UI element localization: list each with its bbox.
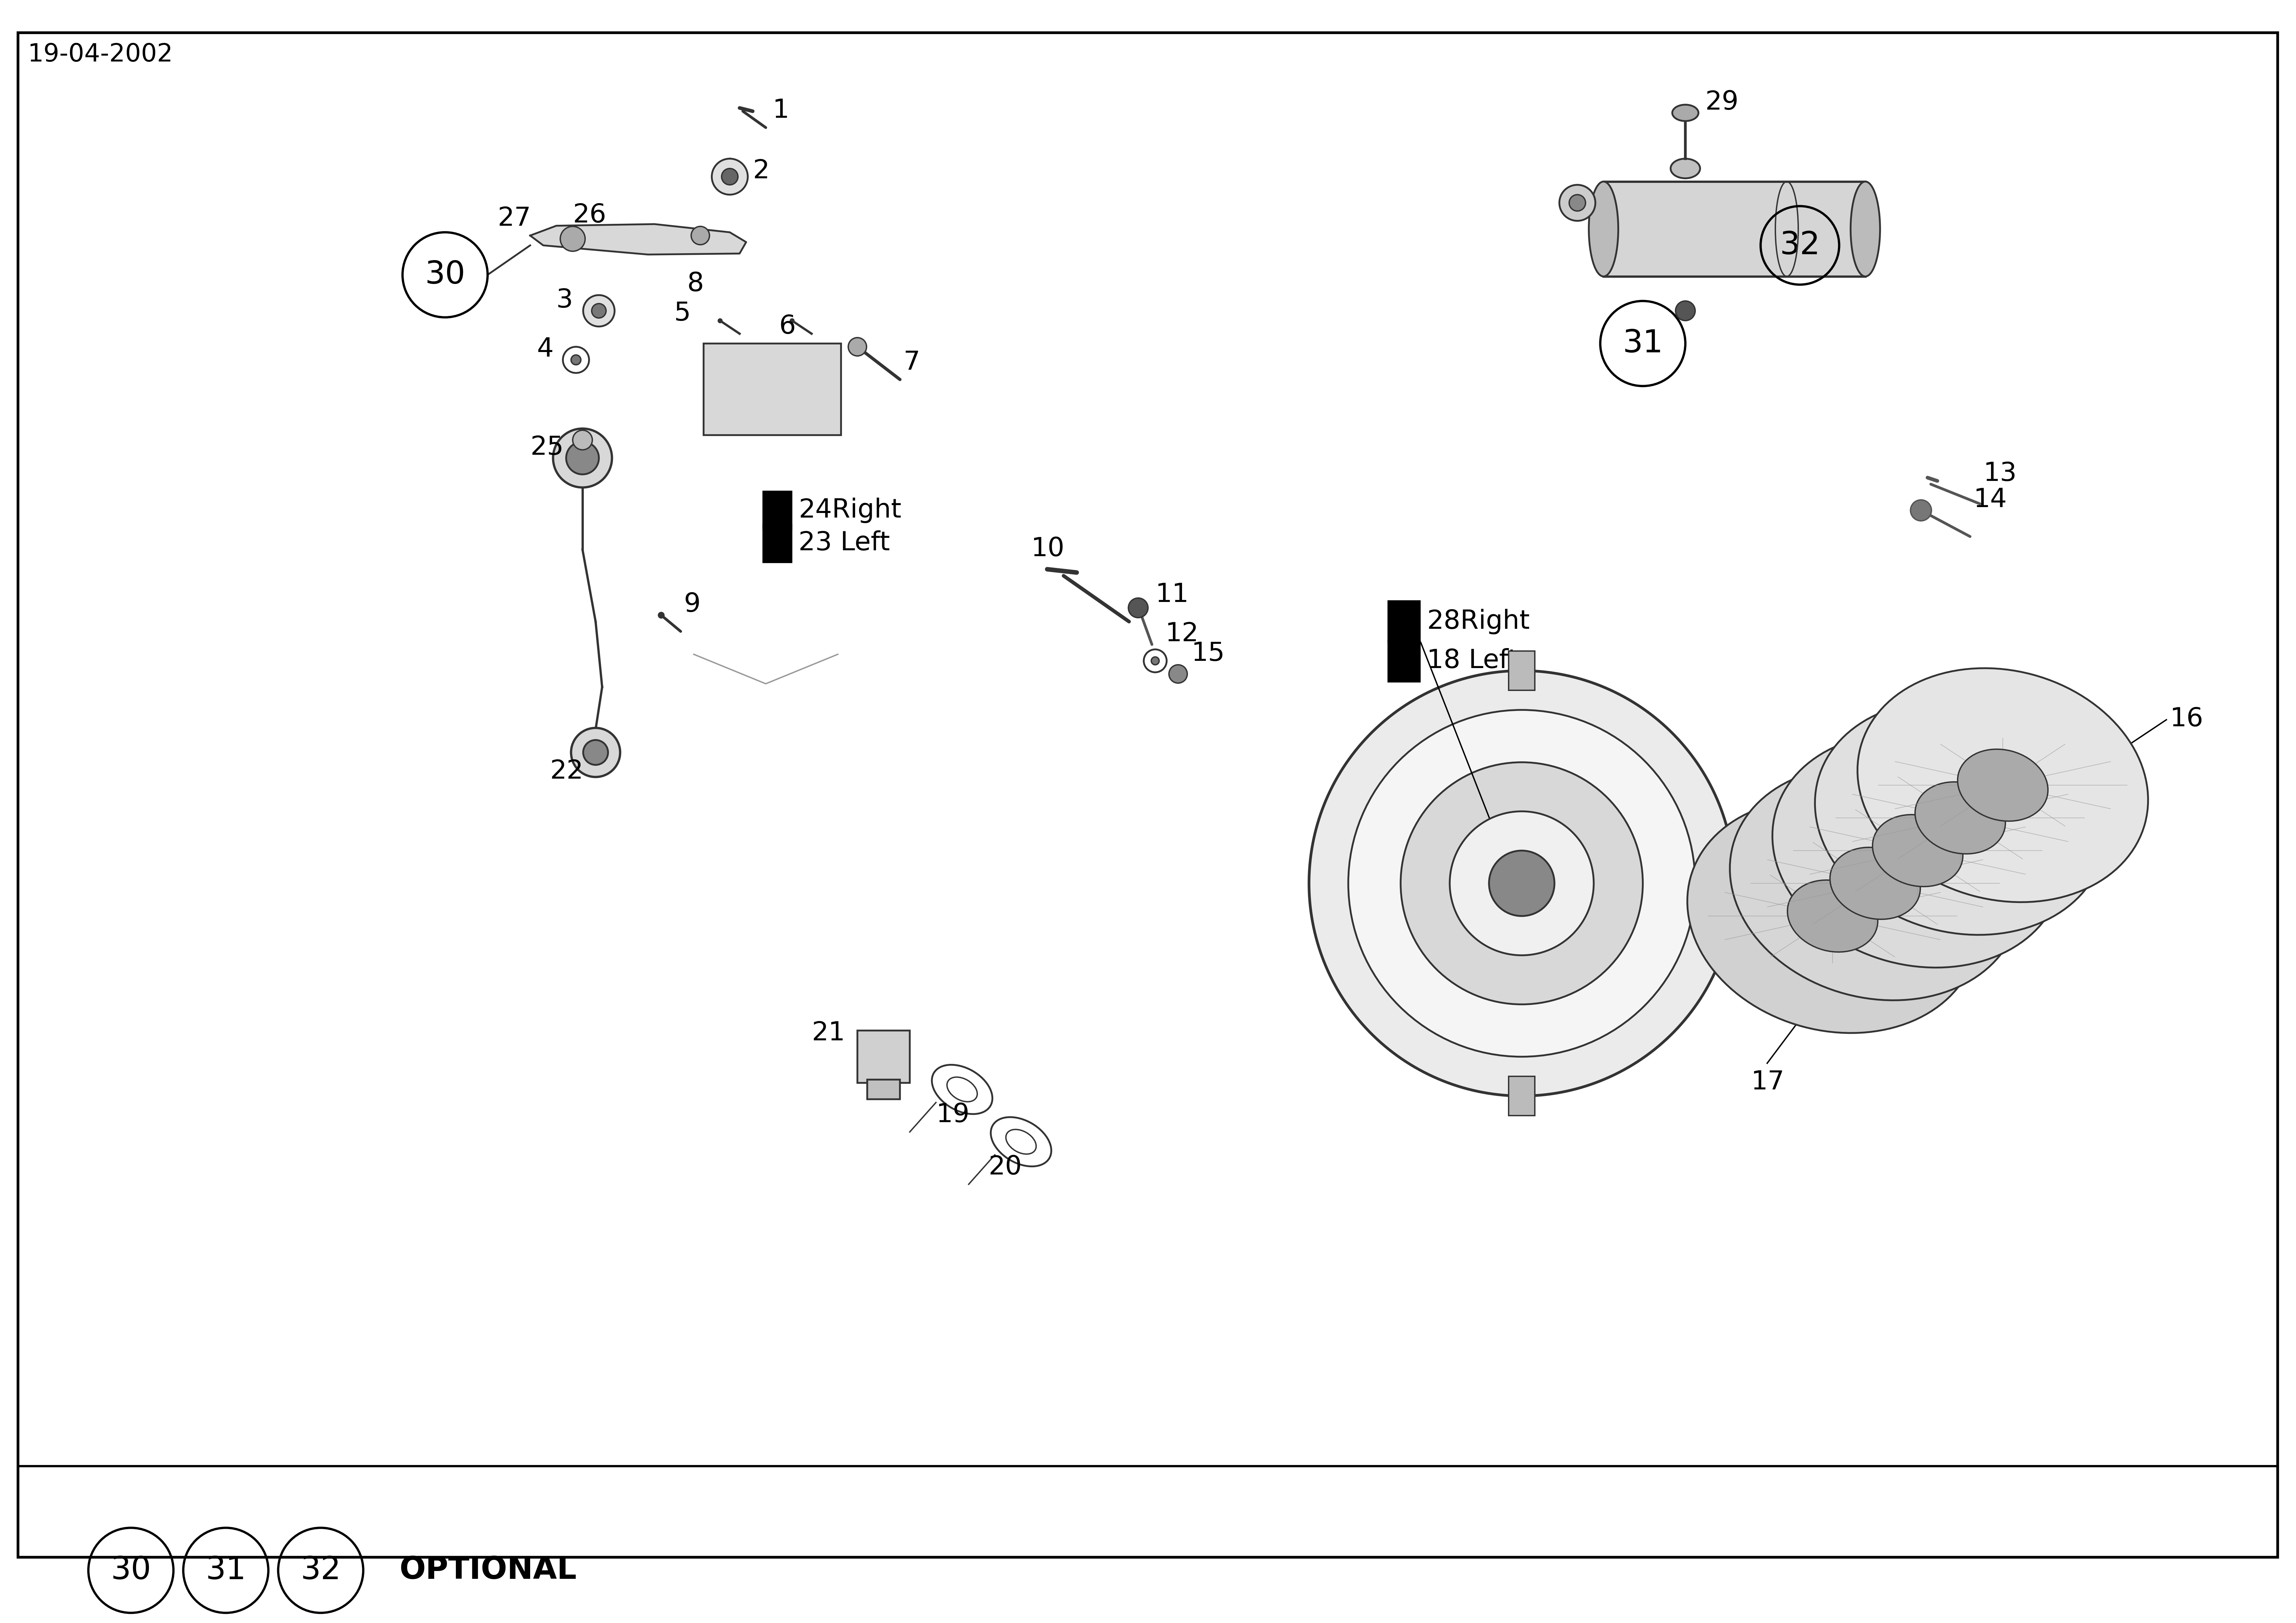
Polygon shape (1387, 601, 1421, 643)
Circle shape (560, 226, 585, 252)
Text: 7: 7 (902, 349, 921, 375)
Circle shape (847, 338, 866, 355)
Circle shape (583, 295, 615, 326)
Bar (868, 1079, 900, 1099)
Polygon shape (762, 524, 792, 563)
Text: 20: 20 (987, 1154, 1022, 1180)
Text: 21: 21 (810, 1021, 845, 1045)
Ellipse shape (1830, 847, 1919, 919)
Ellipse shape (1874, 815, 1963, 886)
Text: 29: 29 (1706, 89, 1738, 115)
Ellipse shape (1851, 182, 1880, 276)
Ellipse shape (1915, 782, 2004, 854)
Text: 2: 2 (753, 159, 769, 183)
Circle shape (1568, 195, 1587, 211)
Bar (1508, 1076, 1534, 1115)
Text: 26: 26 (572, 203, 606, 227)
Text: 17: 17 (1752, 1070, 1784, 1096)
Ellipse shape (1589, 182, 1619, 276)
Polygon shape (530, 224, 746, 255)
Text: 3: 3 (556, 287, 574, 313)
Ellipse shape (1814, 701, 2105, 935)
Circle shape (1401, 763, 1644, 1005)
Bar (1603, 182, 1864, 276)
Text: 8: 8 (687, 271, 705, 297)
Text: 14: 14 (1972, 487, 2007, 513)
Circle shape (1676, 300, 1694, 321)
Text: 30: 30 (425, 260, 466, 291)
Polygon shape (1387, 639, 1421, 682)
Ellipse shape (1688, 799, 1977, 1032)
Circle shape (553, 428, 613, 487)
Text: 31: 31 (207, 1555, 246, 1586)
Text: 25: 25 (530, 435, 563, 461)
Ellipse shape (1729, 766, 2020, 1000)
Text: 11: 11 (1155, 583, 1189, 607)
Text: 19: 19 (937, 1102, 969, 1128)
Circle shape (592, 304, 606, 318)
Polygon shape (762, 490, 792, 531)
Text: OPTIONAL: OPTIONAL (400, 1555, 576, 1586)
Ellipse shape (1773, 734, 2064, 967)
Circle shape (1449, 812, 1593, 956)
Circle shape (721, 169, 737, 185)
Circle shape (572, 355, 581, 365)
Bar (856, 1031, 909, 1083)
Text: 9: 9 (684, 592, 700, 617)
Text: 32: 32 (1779, 230, 1821, 261)
Text: 22: 22 (549, 758, 583, 784)
Text: 32: 32 (301, 1555, 340, 1586)
Text: 15: 15 (1192, 641, 1224, 667)
Circle shape (1169, 665, 1187, 683)
Ellipse shape (1671, 105, 1699, 122)
Circle shape (1127, 597, 1148, 618)
Circle shape (583, 740, 608, 764)
Circle shape (1490, 850, 1554, 915)
Text: 16: 16 (2170, 706, 2204, 732)
Circle shape (1348, 709, 1694, 1057)
Text: 12: 12 (1164, 622, 1199, 648)
Circle shape (572, 430, 592, 450)
Circle shape (1910, 500, 1931, 521)
Bar (703, 344, 840, 435)
Circle shape (1559, 185, 1596, 221)
Text: 27: 27 (498, 206, 530, 232)
Circle shape (691, 226, 709, 245)
Ellipse shape (1857, 669, 2149, 902)
Text: 28Right: 28Right (1426, 609, 1529, 635)
Text: 23 Left: 23 Left (799, 531, 891, 555)
Ellipse shape (1786, 880, 1878, 953)
Circle shape (1150, 657, 1159, 665)
Text: 4: 4 (537, 336, 553, 362)
Ellipse shape (1958, 750, 2048, 821)
Text: 30: 30 (110, 1555, 152, 1586)
Text: 5: 5 (675, 300, 691, 326)
Text: 1: 1 (771, 97, 790, 123)
Text: 10: 10 (1031, 536, 1065, 562)
Text: 19-04-2002: 19-04-2002 (28, 42, 172, 67)
Text: 24Right: 24Right (799, 498, 902, 523)
Text: 6: 6 (778, 313, 797, 339)
Text: 13: 13 (1984, 461, 2016, 487)
Circle shape (572, 727, 620, 777)
Ellipse shape (1671, 159, 1699, 179)
Text: 18 Left: 18 Left (1426, 648, 1518, 674)
Text: 31: 31 (1623, 328, 1662, 359)
Bar (1508, 651, 1534, 690)
Circle shape (567, 441, 599, 474)
Circle shape (712, 159, 748, 195)
Circle shape (1309, 670, 1733, 1096)
